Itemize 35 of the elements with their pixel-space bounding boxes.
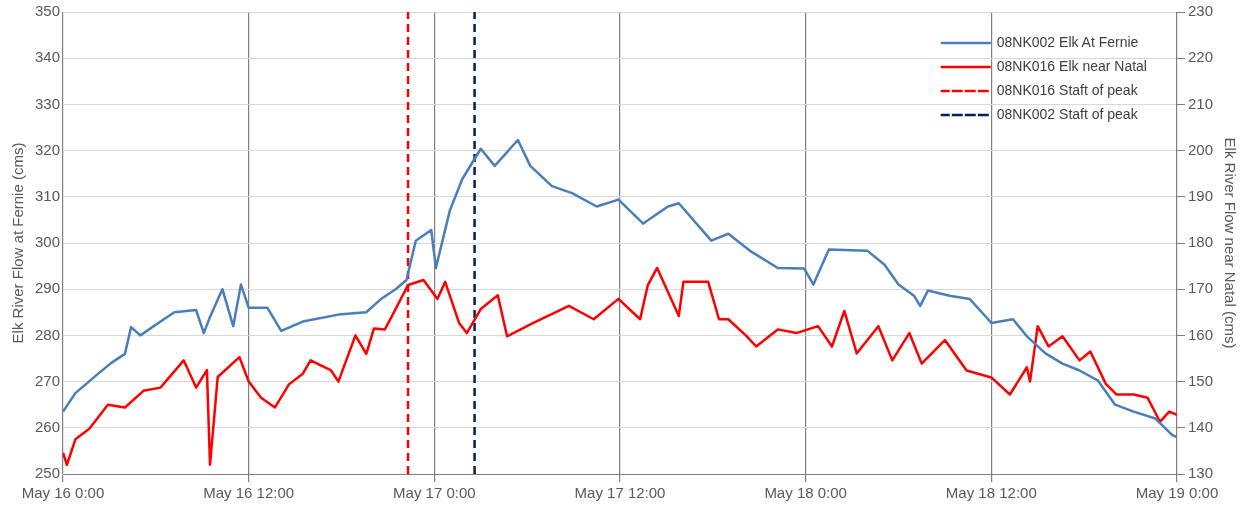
y-axis-title: Elk River Flow at Fernie (cms) (9, 142, 27, 344)
y2-tick-label: 230 (1187, 2, 1213, 20)
x-tick-label: May 18 0:00 (764, 484, 847, 502)
y-tick-label: 300 (35, 233, 61, 251)
x-tick-label: May 18 12:00 (945, 484, 1037, 502)
x-tick-label: May 16 12:00 (203, 484, 295, 502)
y2-tick-label: 210 (1187, 94, 1213, 112)
x-tick-label: May 17 12:00 (574, 484, 666, 502)
y2-tick-label: 160 (1187, 325, 1213, 343)
y-tick-label: 330 (35, 94, 61, 112)
y-tick-label: 290 (35, 279, 61, 297)
y-tick-label: 350 (35, 2, 61, 20)
legend-label: 08NK016 Staft of peak (996, 81, 1139, 98)
y-tick-label: 260 (35, 417, 61, 435)
y2-tick-label: 140 (1187, 417, 1213, 435)
legend-label: 08NK002 Elk At Fernie (996, 33, 1139, 50)
y2-tick-label: 190 (1187, 186, 1213, 204)
y-tick-label: 250 (35, 464, 61, 482)
y2-axis-title: Elk River Flow near Natal (cms) (1221, 137, 1239, 349)
x-tick-label: May 16 0:00 (21, 484, 105, 502)
y2-tick-label: 200 (1187, 140, 1213, 158)
y-tick-label: 270 (35, 371, 61, 389)
y2-tick-label: 220 (1187, 48, 1213, 66)
y2-tick-label: 150 (1187, 371, 1213, 389)
y2-tick-label: 130 (1187, 464, 1213, 482)
y-tick-label: 310 (35, 186, 61, 204)
y-tick-label: 280 (35, 325, 61, 343)
y2-tick-label: 180 (1187, 233, 1213, 251)
y-tick-label: 340 (35, 48, 61, 66)
legend-label: 08NK002 Staft of peak (996, 105, 1139, 122)
legend-label: 08NK016 Elk near Natal (996, 57, 1147, 74)
y-tick-label: 320 (35, 140, 61, 158)
x-tick-label: May 17 0:00 (393, 484, 476, 502)
x-tick-label: May 19 0:00 (1135, 484, 1219, 502)
y2-tick-label: 170 (1187, 279, 1213, 297)
